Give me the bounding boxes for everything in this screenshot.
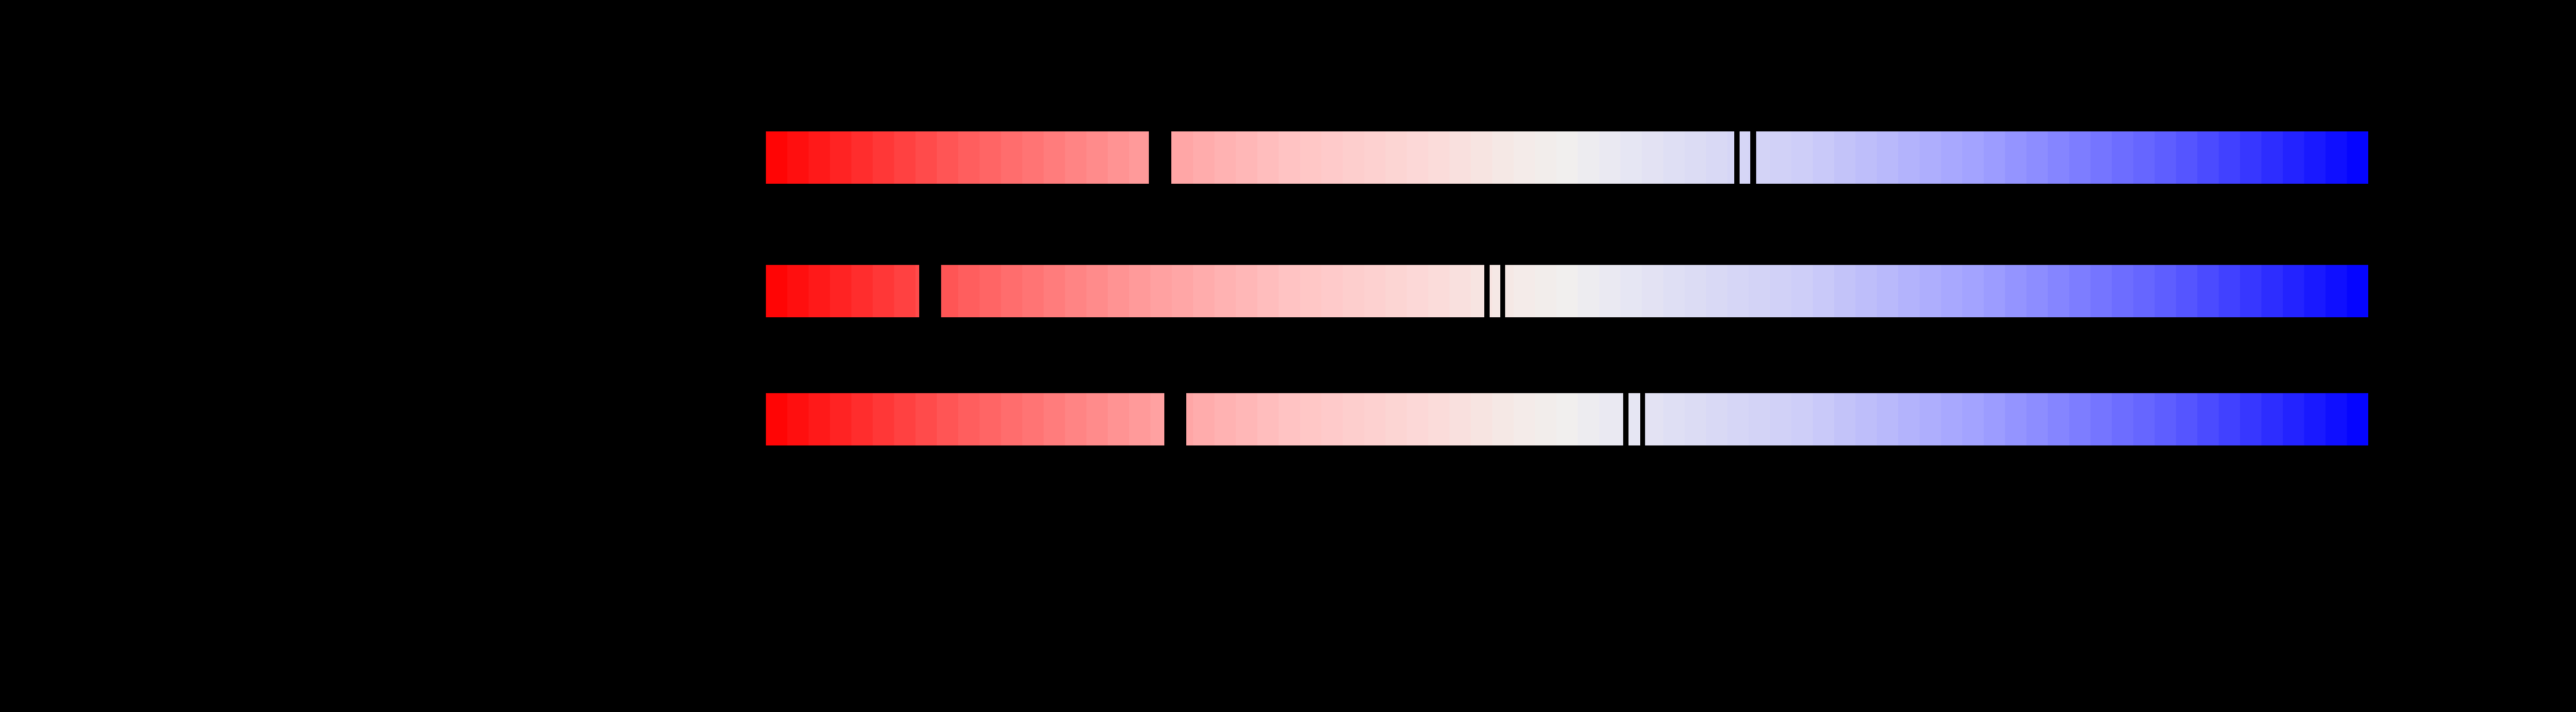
tick-marker [1734,131,1740,184]
gradient-bar-row-3 [766,393,2368,445]
tick-marker [1500,265,1505,317]
tick-marker [1623,393,1628,445]
section-break-marker [1149,131,1171,184]
gradient-bar-row-2 [766,265,2368,317]
section-break-marker [919,265,941,317]
tick-marker [1484,265,1490,317]
section-break-marker [1164,393,1186,445]
gradient-bar-row-1 [766,131,2368,184]
tick-marker [1640,393,1645,445]
tick-marker [1750,131,1756,184]
